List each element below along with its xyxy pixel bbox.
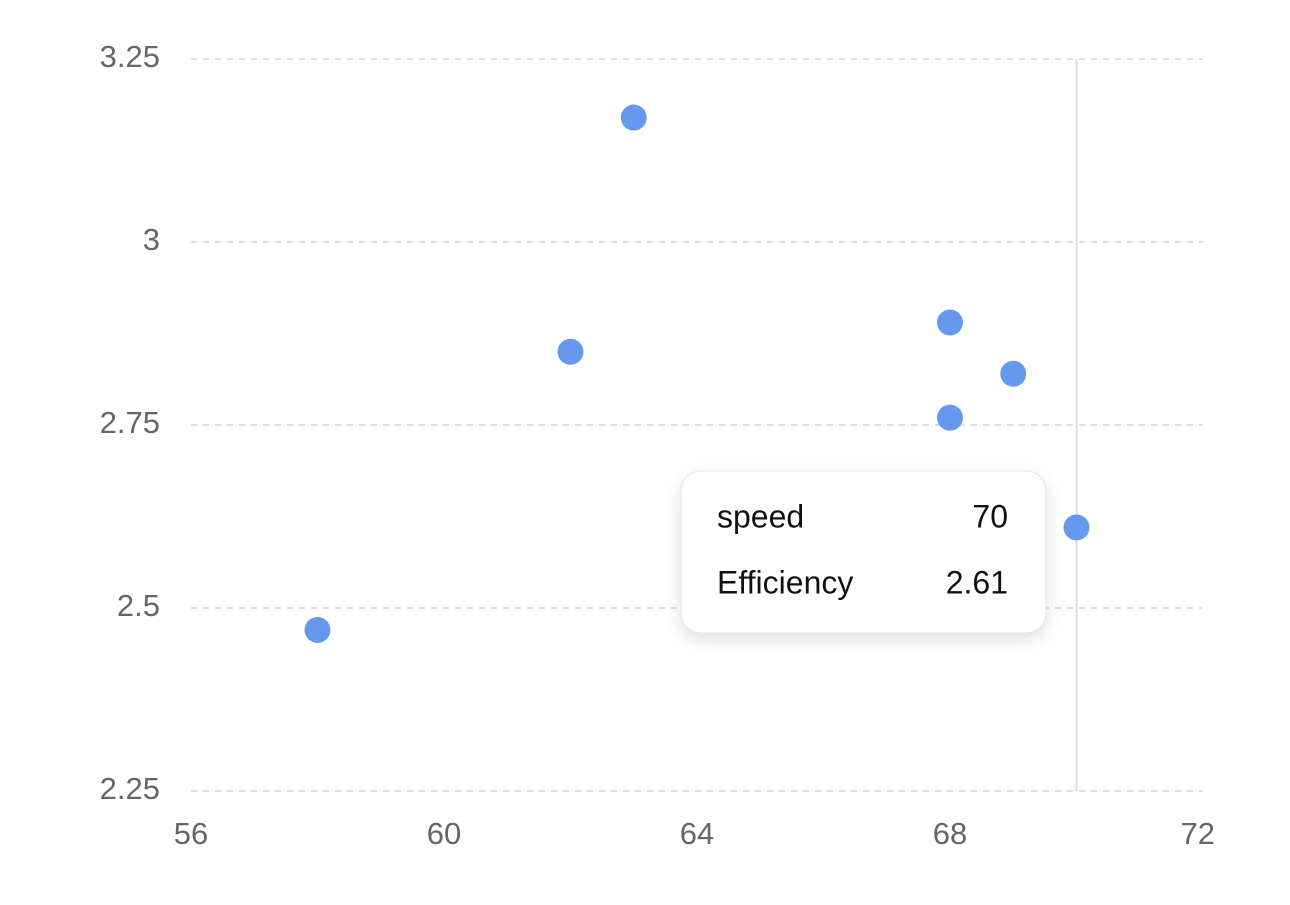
point: [937, 404, 963, 431]
point: [937, 309, 963, 336]
tooltip: speed 70 Efficiency 2.61: [680, 470, 1047, 634]
tooltip-y-value: 2.61: [946, 564, 1008, 600]
x-tick-label: 60: [427, 816, 461, 851]
y-tick-label: 3.25: [100, 39, 160, 74]
point: [1063, 514, 1090, 541]
point: [557, 338, 584, 365]
y-tick-label: 2.75: [100, 405, 160, 440]
point: [304, 616, 331, 643]
y-tick-label: 2.25: [100, 771, 160, 806]
y-tick-label: 3: [143, 222, 160, 257]
points: [304, 104, 1090, 643]
point: [620, 104, 647, 131]
x-tick-label: 68: [933, 816, 967, 851]
tooltip-x-value: 70: [972, 498, 1008, 534]
point: [1000, 360, 1027, 387]
x-tick-label: 72: [1181, 816, 1215, 851]
tooltip-x-label: speed: [717, 498, 804, 534]
tooltip-box: [680, 470, 1047, 634]
grid: 2.25 2.5 2.75 3 3.25 56 60 64 68 72: [100, 39, 1215, 851]
x-tick-label: 56: [174, 816, 208, 851]
y-tick-label: 2.5: [117, 588, 160, 623]
tooltip-y-label: Efficiency: [717, 564, 853, 600]
x-tick-label: 64: [680, 816, 714, 851]
